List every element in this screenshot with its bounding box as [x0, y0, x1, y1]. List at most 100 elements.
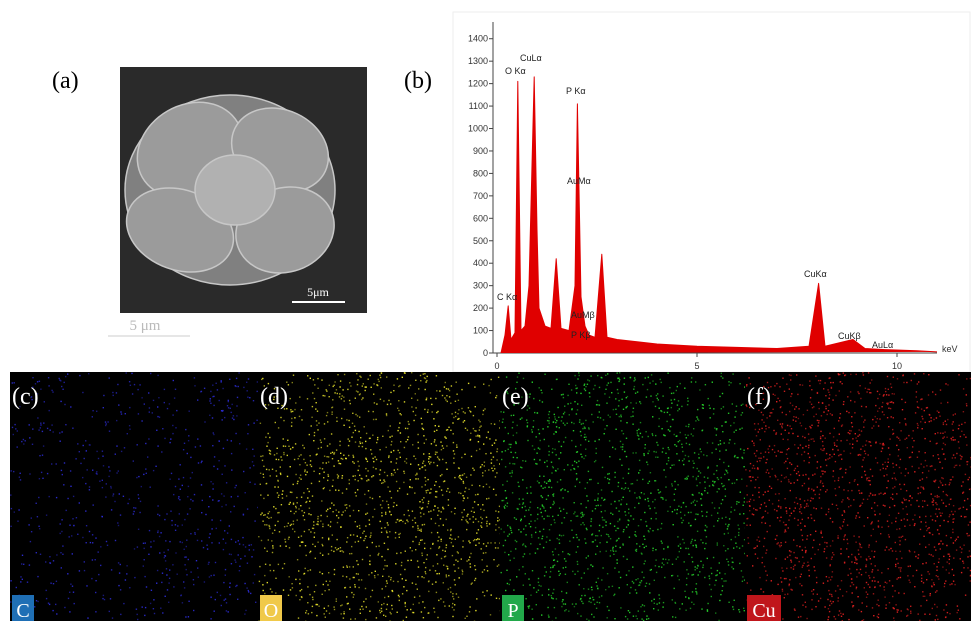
map-dot: [855, 433, 856, 434]
map-dot: [865, 566, 866, 567]
map-dot: [838, 477, 839, 478]
map-dot: [322, 526, 323, 527]
map-dot: [865, 444, 866, 445]
map-dot: [690, 542, 691, 543]
map-dot: [401, 565, 402, 566]
map-dot: [337, 477, 338, 478]
map-dot: [538, 582, 539, 583]
map-dot: [848, 619, 849, 620]
map-dot: [657, 444, 658, 445]
map-dot: [777, 517, 778, 518]
map-dot: [526, 419, 527, 420]
map-dot: [913, 430, 914, 431]
map-dot: [89, 489, 90, 490]
map-dot: [924, 500, 925, 501]
map-dot: [22, 579, 23, 580]
map-dot: [884, 475, 885, 476]
map-dot: [952, 430, 953, 431]
map-dot: [637, 391, 638, 392]
map-dot: [543, 547, 544, 548]
map-dot: [239, 570, 240, 571]
map-dot: [948, 554, 949, 555]
map-dot: [777, 479, 778, 480]
map-dot: [362, 397, 363, 398]
map-dot: [736, 406, 737, 407]
map-dot: [789, 508, 790, 509]
map-dot: [691, 602, 692, 603]
map-dot: [390, 577, 391, 578]
map-dot: [824, 471, 825, 472]
map-dot: [554, 607, 555, 608]
map-dot: [577, 403, 578, 404]
map-dot: [331, 433, 332, 434]
map-dot: [134, 384, 135, 385]
map-dot: [813, 507, 814, 508]
map-dot: [784, 578, 785, 579]
map-dot: [719, 600, 720, 601]
map-dot: [70, 406, 71, 407]
map-dot: [120, 614, 121, 615]
map-dot: [850, 585, 851, 586]
map-dot: [890, 408, 891, 409]
map-dot: [239, 543, 240, 544]
map-dot: [510, 551, 511, 552]
map-dot: [42, 431, 43, 432]
map-dot: [67, 573, 68, 574]
map-dot: [50, 430, 51, 431]
map-dot: [805, 547, 806, 548]
map-dot: [571, 389, 572, 390]
map-dot: [38, 526, 39, 527]
map-dot: [753, 443, 754, 444]
map-dot: [359, 394, 360, 395]
map-dot: [722, 590, 723, 591]
map-dot: [675, 617, 676, 618]
map-dot: [862, 466, 863, 467]
map-dot: [825, 395, 826, 396]
map-dot: [698, 420, 699, 421]
map-dot: [846, 411, 847, 412]
map-dot: [664, 412, 665, 413]
map-dot: [759, 496, 760, 497]
map-dot: [300, 479, 301, 480]
map-dot: [318, 422, 319, 423]
map-dot: [243, 387, 244, 388]
map-dot: [717, 542, 718, 543]
map-dot: [620, 547, 621, 548]
map-dot: [496, 451, 497, 452]
map-dot: [752, 477, 753, 478]
map-dot: [599, 530, 600, 531]
map-dot: [742, 545, 743, 546]
map-dot: [937, 432, 938, 433]
map-dot: [234, 559, 235, 560]
map-dot: [407, 560, 408, 561]
map-dot: [374, 509, 375, 510]
map-dot: [69, 592, 70, 593]
map-dot: [346, 576, 347, 577]
map-dot: [641, 492, 642, 493]
map-dot: [349, 382, 350, 383]
map-dot: [685, 548, 686, 549]
map-dot: [399, 537, 400, 538]
map-dot: [351, 437, 352, 438]
map-dot: [523, 585, 524, 586]
map-dot: [124, 447, 125, 448]
map-dot: [601, 511, 602, 512]
map-dot: [330, 526, 331, 527]
map-dot: [373, 394, 374, 395]
map-dot: [738, 525, 739, 526]
map-dot: [897, 609, 898, 610]
map-dot: [421, 553, 422, 554]
map-dot: [498, 377, 499, 378]
map-dot: [563, 394, 564, 395]
map-dot: [508, 449, 509, 450]
map-dot: [517, 376, 518, 377]
map-dot: [933, 500, 934, 501]
map-dot: [212, 499, 213, 500]
map-dot: [260, 484, 261, 485]
map-dot: [294, 417, 295, 418]
map-dot: [844, 535, 845, 536]
map-dot: [583, 588, 584, 589]
map-dot: [592, 597, 593, 598]
map-dot: [504, 506, 505, 507]
map-dot: [944, 436, 945, 437]
